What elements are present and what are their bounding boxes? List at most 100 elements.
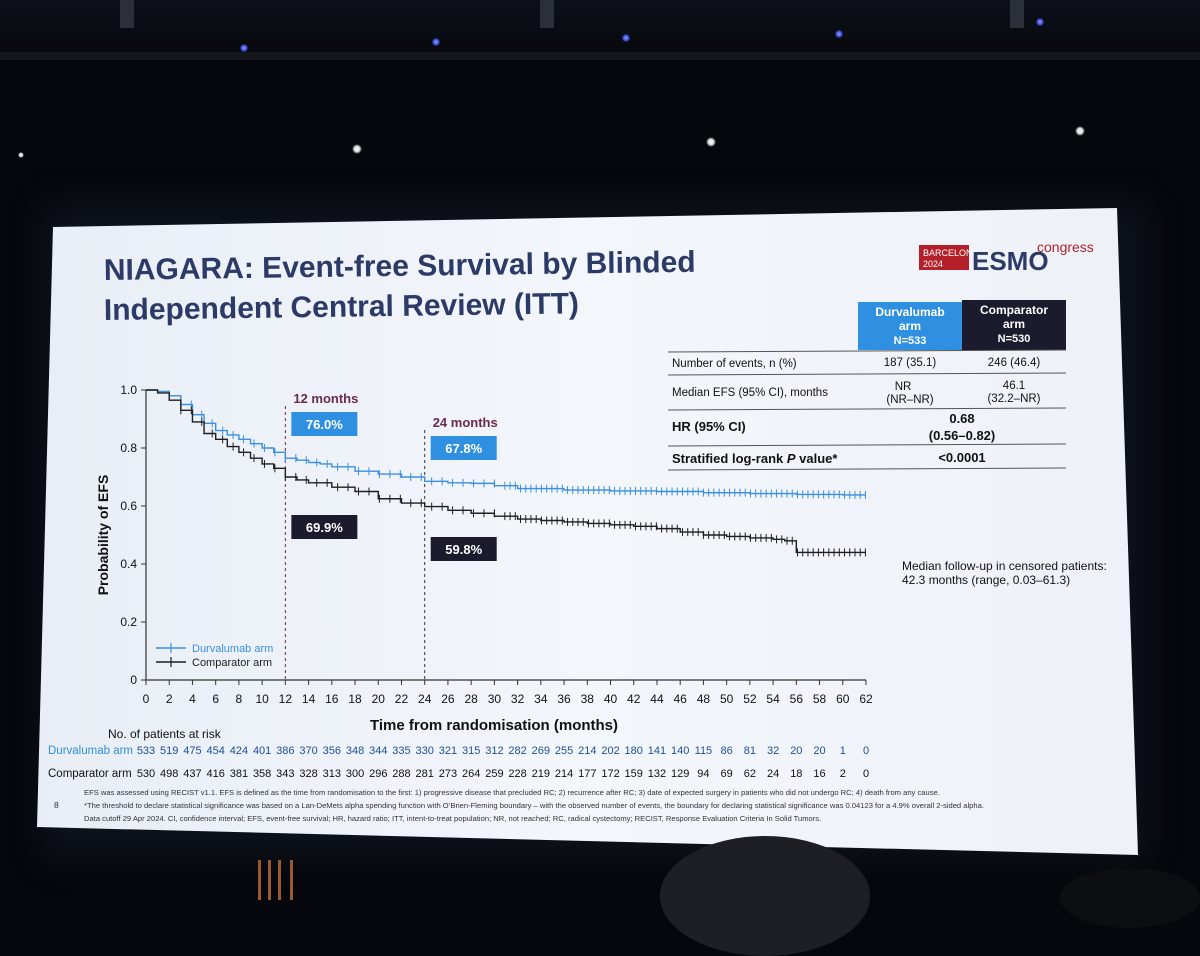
risk-count: 18 — [790, 768, 802, 780]
x-tick-label: 54 — [766, 692, 780, 706]
barcelona-badge — [919, 245, 969, 270]
risk-count: 0 — [863, 745, 869, 757]
risk-row-durvalumab-label: Durvalumab arm — [48, 745, 133, 757]
table-rule — [667, 467, 1067, 471]
x-tick-label: 32 — [511, 692, 525, 706]
comparator-header — [962, 300, 1066, 350]
risk-count: 475 — [183, 745, 201, 757]
risk-count: 115 — [695, 745, 713, 757]
risk-count: 454 — [206, 745, 224, 757]
risk-count: 172 — [601, 768, 619, 780]
hr-ci: (0.56–0.82) — [929, 428, 996, 443]
results-table: Durvalumab arm N=533 Comparator arm N=53… — [667, 300, 1067, 471]
x-tick-label: 50 — [720, 692, 734, 706]
risk-count: 259 — [485, 768, 503, 780]
risk-count: 264 — [462, 768, 480, 780]
risk-count: 132 — [648, 768, 666, 780]
y-tick-label: 0.2 — [120, 615, 137, 629]
risk-count: 219 — [532, 768, 550, 780]
spot-light-icon — [1075, 126, 1085, 136]
table-rule — [667, 443, 1067, 447]
x-tick-label: 34 — [534, 692, 548, 706]
risk-count: 16 — [813, 768, 825, 780]
risk-count: 312 — [485, 745, 503, 757]
x-tick-label: 4 — [189, 692, 196, 706]
y-tick-label: 0 — [130, 673, 137, 687]
durvalumab-header-line1: Durvalumab — [875, 305, 944, 319]
risk-count: 498 — [160, 768, 178, 780]
median-efs-comparator-ci: (32.2–NR) — [987, 393, 1040, 405]
risk-count: 348 — [346, 745, 364, 757]
table-rule — [667, 349, 1067, 353]
durvalumab-curve — [146, 389, 866, 496]
risk-table: 533 519 475 454 424 401 386 370 356 348 344 335 330 3… — [137, 745, 869, 780]
timepoint-label: 24 months — [433, 415, 498, 430]
events-comparator: 246 (46.4) — [988, 357, 1041, 369]
footnote-1: EFS was assessed using RECIST v1.1. EFS … — [84, 788, 940, 797]
events-durvalumab: 187 (35.1) — [884, 357, 937, 369]
stage-prop — [258, 860, 261, 900]
km-curves — [146, 389, 866, 557]
durvalumab-header — [858, 302, 962, 350]
stage-light-icon — [835, 30, 843, 38]
y-tick-label: 0.4 — [120, 557, 137, 571]
risk-count: 416 — [206, 768, 224, 780]
comparator-header-n: N=530 — [998, 333, 1031, 345]
followup-line1: Median follow-up in censored patients: — [902, 559, 1107, 573]
km-chart: 00.20.40.60.81.0 0 2 4 6 8 10 12 14 16 18 20 22 24 26… — [95, 383, 873, 734]
risk-count: 129 — [671, 768, 689, 780]
x-tick-label: 40 — [604, 692, 618, 706]
audience-head — [1060, 868, 1200, 928]
risk-count: 62 — [744, 768, 756, 780]
durvalumab-value-box — [291, 412, 358, 436]
median-efs-durvalumab-ci: (NR–NR) — [886, 394, 933, 406]
durvalumab-header-n: N=533 — [894, 335, 927, 347]
x-tick-label: 20 — [372, 692, 386, 706]
risk-count: 202 — [601, 745, 619, 757]
spot-light-icon — [352, 144, 362, 154]
comparator-value-box — [291, 515, 358, 539]
risk-count: 313 — [323, 768, 341, 780]
risk-count: 2 — [840, 768, 846, 780]
risk-count: 214 — [555, 768, 573, 780]
timepoint-annotations: 12 months 76.0% 69.9% 24 months 67.8% 59.8% — [284, 391, 498, 680]
x-tick-label: 28 — [464, 692, 478, 706]
lighting-truss — [0, 52, 1200, 60]
comparator-header-line1: Comparator — [980, 303, 1048, 317]
risk-count: 282 — [508, 745, 526, 757]
timepoint-label: 12 months — [293, 391, 358, 406]
risk-count: 437 — [183, 768, 201, 780]
table-rule — [667, 372, 1067, 376]
risk-count: 228 — [508, 768, 526, 780]
x-tick-label: 38 — [581, 692, 595, 706]
risk-count: 344 — [369, 745, 387, 757]
p-value-label: Stratified log-rank P value* — [672, 451, 838, 466]
risk-count: 1 — [840, 745, 846, 757]
x-ticks: 0 2 4 6 8 10 12 14 16 18 20 22 24 26 28 30 32 34 36 38 40 42 4… — [143, 680, 873, 706]
x-tick-label: 24 — [418, 692, 432, 706]
risk-count: 69 — [721, 768, 733, 780]
x-tick-label: 8 — [236, 692, 243, 706]
page-number: 8 — [54, 800, 59, 810]
durvalumab-value: 67.8% — [445, 441, 482, 456]
y-tick-label: 0.8 — [120, 441, 137, 455]
footnote-2: *The threshold to declare statistical si… — [84, 801, 984, 810]
logo-brand: ESMO — [972, 246, 1049, 276]
spot-light-icon — [706, 137, 716, 147]
x-tick-label: 16 — [325, 692, 339, 706]
median-efs-label: Median EFS (95% CI), months — [672, 387, 828, 399]
stage-prop — [290, 860, 293, 900]
x-tick-label: 62 — [859, 692, 873, 706]
durvalumab-value-box — [430, 436, 497, 460]
x-tick-label: 26 — [441, 692, 455, 706]
x-tick-label: 14 — [302, 692, 316, 706]
stage-light-icon — [622, 34, 630, 42]
risk-count: 141 — [648, 745, 666, 757]
legend-comparator: Comparator arm — [192, 657, 272, 669]
risk-count: 424 — [230, 745, 248, 757]
risk-count: 214 — [578, 745, 596, 757]
comparator-curve — [146, 389, 866, 554]
risk-count: 94 — [697, 768, 709, 780]
followup-line2: 42.3 months (range, 0.03–61.3) — [902, 573, 1070, 587]
stage-light-icon — [240, 44, 248, 52]
